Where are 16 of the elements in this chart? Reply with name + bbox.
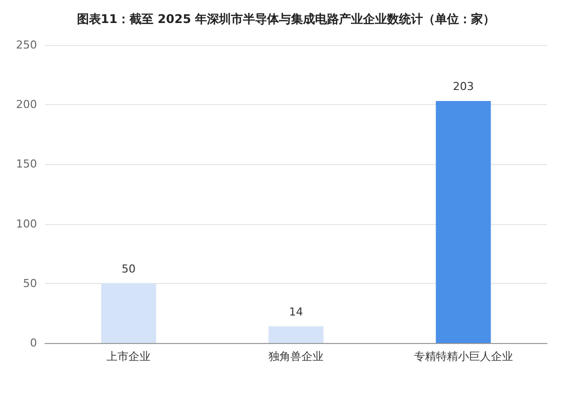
y-tick-label: 200	[16, 98, 37, 112]
data-label: 14	[289, 305, 303, 318]
x-tick-label: 独角兽企业	[268, 350, 324, 363]
bar	[436, 101, 491, 343]
data-label: 50	[122, 262, 136, 276]
x-tick-label: 上市企业	[106, 350, 151, 363]
y-tick-label: 150	[16, 158, 37, 171]
bar	[101, 283, 156, 343]
data-label: 203	[452, 80, 474, 94]
y-tick-label: 250	[16, 38, 37, 52]
y-tick-label: 50	[23, 276, 37, 290]
y-tick-label: 0	[30, 336, 37, 350]
bar	[268, 326, 324, 343]
x-tick-label: 专精特精小巨人企业	[414, 350, 513, 363]
y-tick-label: 100	[16, 217, 37, 230]
chart-title: 图表11：截至 2025 年深圳市半导体与集成电路产业企业数统计（单位：家）	[76, 12, 496, 26]
